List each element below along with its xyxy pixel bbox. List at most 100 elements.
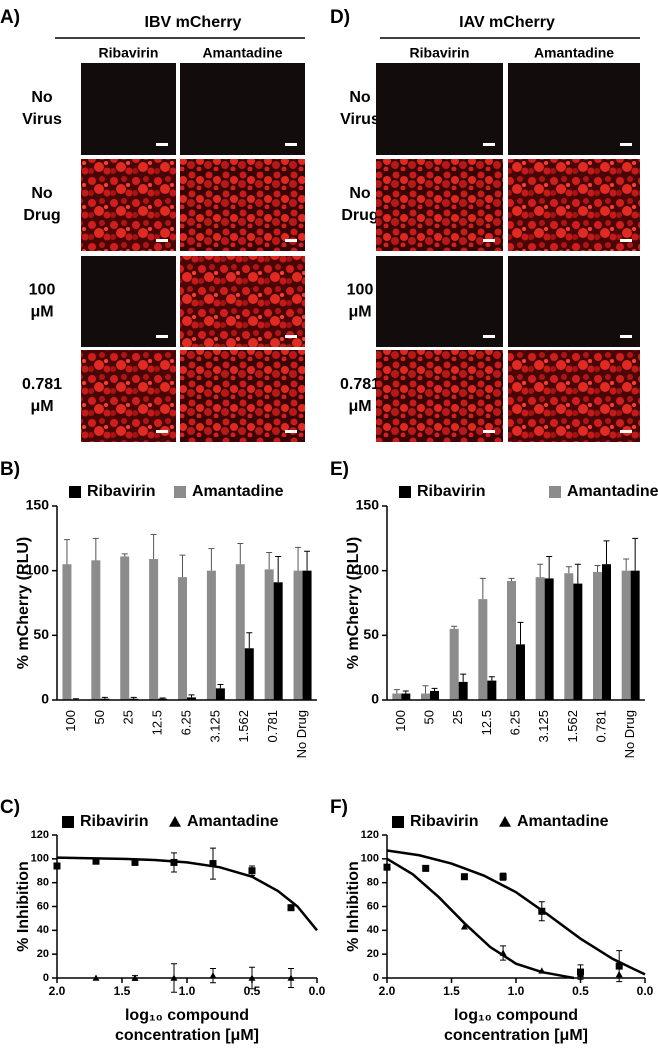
micrograph: [376, 63, 503, 155]
error-bar: [217, 683, 224, 689]
panel-label: C): [0, 797, 20, 818]
row-label: Virus: [340, 111, 380, 128]
scale-bar: [156, 430, 168, 433]
bar: [273, 582, 283, 700]
x-tick-label: 3.125: [536, 710, 551, 743]
scale-bar: [483, 143, 495, 146]
bar: [487, 680, 497, 700]
y-tick-label: 20: [367, 948, 379, 960]
y-tick-label: 50: [33, 626, 49, 642]
x-axis-label: log₁₀ compound: [125, 1007, 249, 1024]
marker-square: [422, 864, 430, 872]
micrograph: [81, 159, 176, 251]
error-bar: [179, 554, 186, 578]
x-tick-label: 6.25: [507, 710, 522, 735]
legend-label: Amantadine: [192, 483, 284, 500]
fit-curve: [386, 849, 646, 976]
marker-square: [549, 486, 561, 498]
row-label: 100: [347, 282, 374, 299]
micrograph: [81, 350, 176, 442]
error-bar: [63, 539, 70, 565]
row-label: Drug: [341, 207, 378, 224]
legend-label: Ribavirin: [417, 483, 485, 500]
y-tick-label: 100: [31, 853, 49, 865]
bar: [187, 697, 196, 700]
marker-square: [174, 486, 186, 498]
micrograph: [180, 63, 305, 155]
x-tick-label: 100: [393, 710, 408, 732]
marker-square: [392, 816, 404, 828]
marker-triangle: [577, 970, 584, 978]
error-bar: [150, 533, 157, 560]
x-tick-label: 12.5: [479, 710, 494, 735]
bar: [535, 577, 545, 700]
marker-square: [615, 962, 623, 970]
bar: [449, 628, 459, 700]
panel-label: F): [330, 797, 348, 818]
marker-triangle: [170, 974, 178, 981]
error-bar: [266, 552, 273, 570]
error-bar: [121, 553, 128, 557]
x-tick-label: 2.0: [49, 984, 66, 998]
error-bar: [632, 537, 639, 571]
scale-bar: [483, 430, 495, 433]
marker-triangle: [499, 816, 511, 827]
column-header: Amantadine: [202, 45, 282, 61]
bar: [602, 564, 611, 700]
fit-curve: [56, 856, 318, 932]
y-tick-label: 120: [361, 829, 379, 841]
error-bar: [275, 555, 282, 583]
marker-triangle: [287, 974, 295, 981]
bar: [458, 681, 468, 700]
x-tick-label: 2.0: [379, 984, 396, 998]
x-tick-label: 1.0: [179, 984, 196, 998]
marker-triangle: [615, 970, 623, 978]
bar: [302, 570, 312, 700]
y-tick-label: 150: [26, 497, 50, 513]
micrograph: [376, 350, 503, 442]
bar: [264, 569, 274, 700]
x-tick-label: 0.0: [309, 984, 326, 998]
error-bar: [574, 563, 581, 584]
x-tick-label: 1.5: [114, 984, 131, 998]
scale-bar: [285, 430, 297, 433]
x-tick-label: 0.5: [244, 984, 261, 998]
error-bar: [565, 566, 572, 574]
y-tick-label: 100: [356, 561, 380, 577]
micrograph: [81, 256, 176, 347]
micrograph: [508, 159, 640, 251]
error-bar: [393, 689, 400, 694]
scale-bar: [620, 430, 632, 433]
column-header: Ribavirin: [410, 45, 470, 61]
x-tick-label: 25: [121, 710, 136, 724]
scale-bar: [483, 239, 495, 242]
y-tick-label: 60: [37, 900, 49, 912]
scale-bar: [285, 239, 297, 242]
error-bar: [130, 696, 137, 699]
y-tick-label: 50: [363, 626, 379, 642]
y-tick-label: 150: [356, 497, 380, 513]
error-bar: [237, 543, 244, 565]
x-tick-label: 1.5: [443, 984, 460, 998]
x-tick-label: No Drug: [294, 710, 309, 758]
error-bar: [451, 625, 458, 629]
bar: [401, 693, 411, 700]
row-label: No: [349, 89, 371, 106]
micrograph: [376, 159, 503, 251]
micrograph: [81, 63, 176, 155]
row-label: 0.781: [340, 376, 380, 393]
bar: [564, 573, 574, 700]
error-bar: [246, 632, 253, 649]
bar: [392, 693, 402, 700]
bar: [91, 560, 101, 700]
bar: [215, 688, 225, 700]
bar: [593, 571, 602, 700]
marker-triangle: [169, 816, 181, 827]
row-label: Drug: [23, 207, 60, 224]
scale-bar: [285, 143, 297, 146]
panel-label: B): [0, 459, 20, 480]
panel-label: D): [330, 7, 350, 28]
x-tick-label: 0.0: [637, 984, 654, 998]
marker-square: [62, 816, 74, 828]
